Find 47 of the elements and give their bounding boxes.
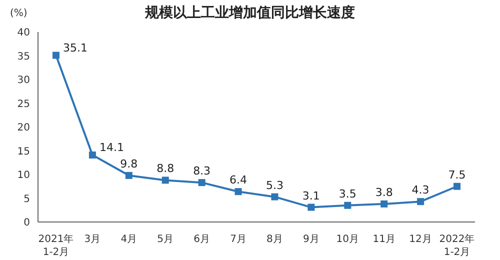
point [88, 152, 96, 159]
data-label: 8.8 [156, 162, 174, 176]
data-label: 5.3 [266, 178, 284, 192]
point [271, 193, 278, 200]
y-tick-label: 0 [24, 218, 30, 229]
x-tick-label: 3月 [84, 234, 101, 245]
data-label: 35.1 [63, 41, 88, 54]
point [52, 52, 60, 59]
x-tick-label: 4月 [120, 234, 138, 245]
x-tick-label: 5月 [157, 234, 174, 245]
data-label: 3.5 [338, 187, 356, 200]
x-tick-label: 8月 [266, 234, 283, 245]
chart-title: 规模以上工业增加值同比增长速度 [145, 5, 355, 21]
point [308, 204, 315, 211]
data-label: 8.3 [193, 164, 211, 178]
x-tick-label: 6月 [194, 234, 210, 245]
data-label: 3.8 [375, 186, 393, 199]
point [380, 200, 388, 208]
point [344, 202, 352, 209]
x-tick-label: 12月 [409, 234, 432, 245]
x-tick-label: 11月 [372, 234, 396, 245]
data-label: 7.5 [448, 168, 466, 182]
point [234, 188, 242, 196]
y-tick-label: 35 [17, 51, 30, 62]
point [417, 198, 424, 206]
point [198, 179, 206, 186]
data-label: 14.1 [99, 141, 124, 154]
point [125, 172, 132, 179]
y-tick-label: 5 [24, 194, 30, 205]
point [454, 182, 460, 190]
data-label: 3.1 [302, 189, 320, 202]
y-tick-label: 20 [17, 122, 30, 134]
y-tick-label: 25 [17, 98, 30, 110]
x-tick-label: 2021年 1-2月 [38, 233, 74, 258]
x-tick-label: 10月 [336, 234, 360, 245]
x-tick-label: 2022年 1-2月 [439, 233, 475, 258]
data-label: 6.4 [230, 174, 248, 187]
point [162, 176, 169, 184]
x-tick-label: 7月 [230, 234, 246, 245]
y-axis-title: (%) [10, 8, 28, 19]
data-label: 9.8 [120, 157, 138, 170]
data-label: 4.3 [412, 184, 430, 197]
y-tick-label: 30 [17, 75, 30, 86]
y-tick-label: 10 [17, 170, 30, 182]
y-tick-label: 40 [17, 28, 30, 39]
x-tick-label: 9月 [302, 234, 320, 245]
y-tick-label: 15 [17, 146, 30, 158]
